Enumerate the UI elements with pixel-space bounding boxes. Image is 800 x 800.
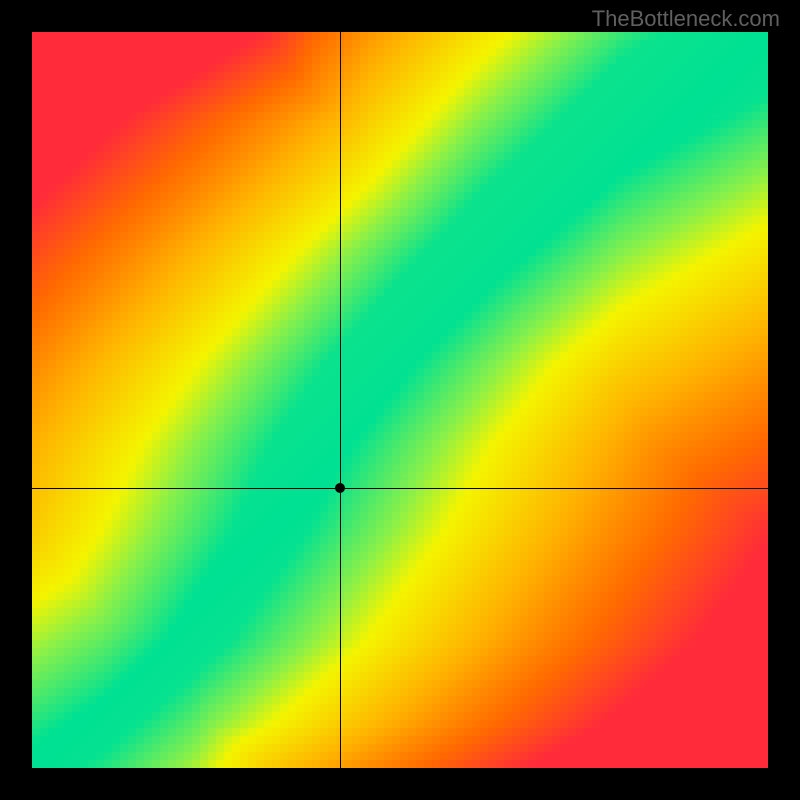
heatmap-canvas-wrap [32, 32, 768, 768]
heatmap-canvas [32, 32, 768, 768]
heatmap-plot [32, 32, 768, 768]
crosshair-vertical [340, 32, 341, 768]
crosshair-horizontal [32, 488, 768, 489]
marker-dot [335, 483, 345, 493]
watermark-text: TheBottleneck.com [592, 6, 780, 32]
